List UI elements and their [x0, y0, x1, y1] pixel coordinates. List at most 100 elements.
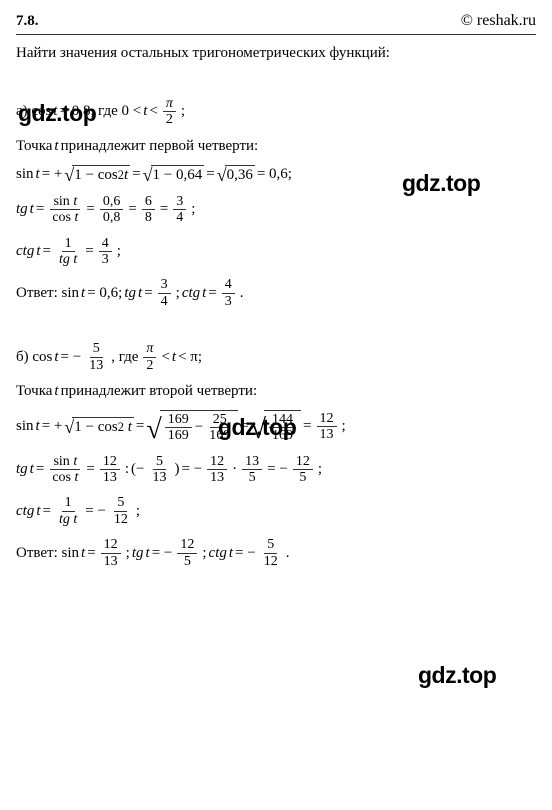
sqrt: √ 0,36 [217, 165, 255, 184]
text: = [36, 461, 44, 478]
denominator: 8 [142, 210, 155, 225]
text: . [240, 285, 244, 302]
text: = [206, 166, 214, 183]
fraction: 5 12 [261, 537, 281, 569]
text: sin [16, 166, 34, 183]
sqrt-body: 1 − cos 2 t [72, 165, 130, 184]
text: = − [152, 545, 173, 562]
var-t: t [30, 461, 34, 478]
fraction: 3 4 [158, 277, 171, 309]
fraction: 1 tg t [56, 495, 80, 527]
var-t: t [128, 419, 132, 436]
text: = [86, 201, 94, 218]
quadrant-text: Точка t принадлежит первой четверти: [16, 138, 536, 155]
fraction: sin t cos t [49, 194, 81, 226]
text: = [85, 243, 93, 260]
var-t: t [73, 454, 77, 469]
denominator: cos t [49, 470, 81, 485]
text: ; [136, 503, 140, 520]
fraction: 169 169 [165, 412, 192, 444]
numerator: 12 [177, 537, 197, 553]
numerator: 169 [165, 412, 192, 428]
text: : [125, 461, 129, 478]
text: sin [16, 418, 34, 435]
denominator: 2 [163, 112, 176, 127]
denominator: 0,8 [100, 210, 124, 225]
var-t: t [53, 103, 57, 120]
numerator: 25 [210, 412, 230, 428]
sqrt-body: 169 169 − 25 169 [160, 410, 238, 444]
text: ; [191, 201, 195, 218]
text: = [43, 503, 51, 520]
text: = 0,6; [87, 285, 122, 302]
text: cos [52, 470, 74, 485]
text: = 0,8, где 0 < [60, 103, 142, 120]
var-t: t [172, 349, 176, 366]
part-a-given: а) cos t = 0,8, где 0 < t < π 2 ; [16, 96, 536, 128]
sqrt-body: 1 − cos 2 t [72, 417, 134, 436]
text: − [195, 419, 203, 436]
var-t: t [229, 545, 233, 562]
text: tg [16, 461, 28, 478]
var-t: t [36, 418, 40, 435]
sqrt: √ 1 − cos 2 t [64, 165, 130, 184]
text: sin [53, 454, 73, 469]
fraction: 5 13 [149, 454, 169, 486]
text: = [86, 461, 94, 478]
numerator: 12 [207, 454, 227, 470]
text: = [208, 285, 216, 302]
answer-a: Ответ: sin t = 0,6; tg t = 3 4 ; ctg t =… [16, 277, 536, 309]
text: = [128, 201, 136, 218]
var-t: t [73, 252, 77, 267]
denominator: 5 [246, 470, 259, 485]
text: ; [342, 418, 346, 435]
fraction: 6 8 [142, 194, 155, 226]
denominator: 4 [173, 210, 186, 225]
text: = [136, 418, 144, 435]
fraction: 25 169 [206, 412, 233, 444]
task-text: Найти значения остальных тригонометричес… [16, 45, 536, 62]
var-t: t [202, 285, 206, 302]
fraction: 1 tg t [56, 236, 80, 268]
copyright: © reshak.ru [461, 12, 536, 30]
text: , где [111, 349, 138, 366]
var-t: t [36, 243, 40, 260]
text: = − [235, 545, 256, 562]
var-t: t [36, 166, 40, 183]
numerator: 1 [62, 236, 75, 252]
header: 7.8. © reshak.ru [16, 12, 536, 35]
var-t: t [124, 167, 128, 184]
part-b-given: б) cos t = − 5 13 , где π 2 < t < π; [16, 341, 536, 373]
text: ; [181, 103, 185, 120]
denominator: 5 [296, 470, 309, 485]
text: ctg [182, 285, 200, 302]
tg-calculation: tg t = sin t cos t = 0,6 0,8 = 6 8 = 3 4… [16, 194, 536, 226]
fraction: 4 3 [99, 236, 112, 268]
watermark: gdz.top [418, 662, 496, 689]
sqrt: √ 169 169 − 25 169 [146, 410, 238, 444]
denominator: 13 [86, 358, 106, 373]
text: ; [176, 285, 180, 302]
numerator: 12 [100, 454, 120, 470]
text: Точка [16, 383, 52, 400]
denominator: tg t [56, 252, 80, 267]
text: tg [59, 512, 73, 527]
text: ; [202, 545, 206, 562]
fraction: sin t cos t [49, 454, 81, 486]
numerator: π [163, 96, 176, 112]
numerator: 12 [293, 454, 313, 470]
fraction: π 2 [163, 96, 176, 128]
text: = [240, 418, 248, 435]
answer-b: Ответ: sin t = 12 13 ; tg t = − 12 5 ; c… [16, 537, 536, 569]
ctg-calculation: ctg t = 1 tg t = 4 3 ; [16, 236, 536, 268]
text: Точка [16, 138, 52, 155]
numerator: sin t [50, 454, 80, 470]
text: = − [61, 349, 82, 366]
text: · [232, 461, 237, 478]
fraction: 12 13 [207, 454, 227, 486]
text: = [43, 243, 51, 260]
numerator: 3 [173, 194, 186, 210]
denominator: 13 [100, 470, 120, 485]
var-t: t [74, 210, 78, 225]
text: ctg [16, 503, 34, 520]
